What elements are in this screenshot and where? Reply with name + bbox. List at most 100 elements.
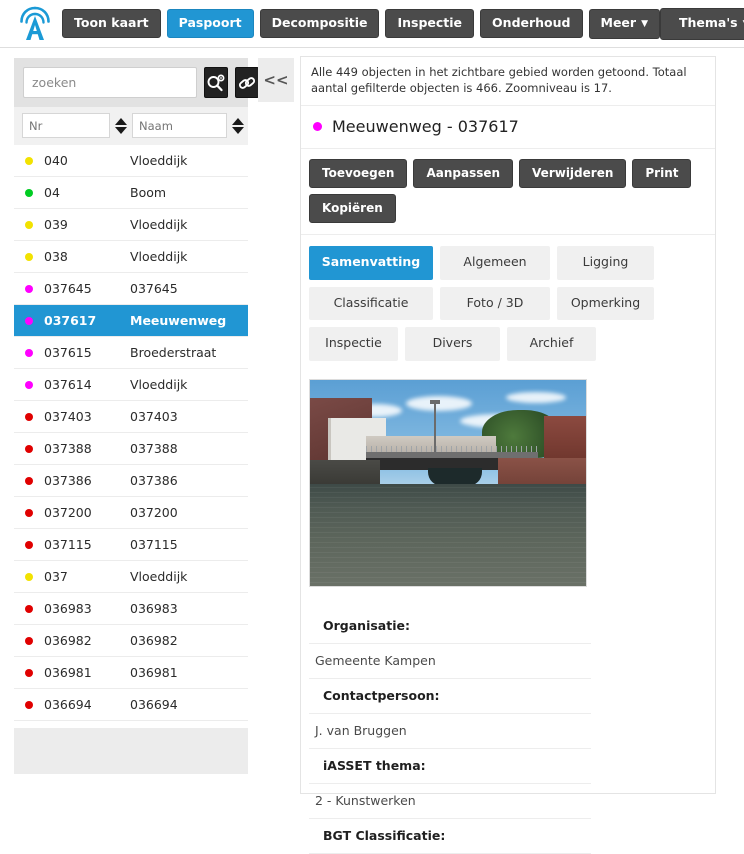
list-item[interactable]: 037115 037115 xyxy=(14,529,248,561)
status-dot xyxy=(25,316,33,325)
detail-tab-bar: Samenvatting Algemeen Ligging Classificatie… xyxy=(301,235,709,361)
list-item[interactable]: 039 Vloeddijk xyxy=(14,209,248,241)
status-dot xyxy=(25,444,33,453)
list-item-nr: 036981 xyxy=(44,665,92,680)
tab-opmerking[interactable]: Opmerking xyxy=(557,286,654,321)
list-item-nr: 037200 xyxy=(44,505,92,520)
list-item[interactable]: 036982 036982 xyxy=(14,625,248,657)
list-item-nr: 037 xyxy=(44,569,68,584)
list-item-nr: 040 xyxy=(44,153,68,168)
sort-descending-icon xyxy=(232,126,244,134)
list-item-nr: 036982 xyxy=(44,633,92,648)
tab-inspectie[interactable]: Inspectie xyxy=(309,327,398,361)
tab-archief[interactable]: Archief xyxy=(507,327,596,361)
search-input[interactable] xyxy=(23,67,197,98)
list-item[interactable]: 037 Vloeddijk xyxy=(14,561,248,593)
list-item-naam: Vloeddijk xyxy=(130,249,188,264)
tab-samenvatting[interactable]: Samenvatting xyxy=(309,246,433,280)
list-item[interactable]: 037200 037200 xyxy=(14,497,248,529)
list-item-naam: Vloeddijk xyxy=(130,377,188,392)
nav-label: Paspoort xyxy=(178,14,242,30)
object-photo-canal-bridge[interactable] xyxy=(309,378,587,587)
action-button-toevoegen[interactable]: Toevoegen xyxy=(309,159,408,189)
list-item-nr: 037615 xyxy=(44,345,92,360)
nav-button-onderhoud[interactable]: Onderhoud xyxy=(480,8,583,39)
object-list[interactable]: 040 Vloeddijk 04 Boom 039 Vloeddijk 038 Vloeddi… xyxy=(14,145,248,721)
sort-naam-control[interactable] xyxy=(232,117,244,134)
field-label: BGT Classificatie: xyxy=(309,819,591,854)
list-item[interactable]: 037388 037388 xyxy=(14,433,248,465)
list-item-naam: Broederstraat xyxy=(130,345,217,360)
filter-nr-input[interactable] xyxy=(22,113,110,138)
lamp-post-shape xyxy=(434,401,436,454)
list-item-nr: 039 xyxy=(44,217,68,232)
list-item-nr: 037645 xyxy=(44,281,92,296)
photo-container xyxy=(301,361,715,587)
field-label: iASSET thema: xyxy=(309,749,591,784)
list-item[interactable]: 037617 Meeuwenweg xyxy=(14,305,248,337)
nav-button-meer[interactable]: Meer ▼ xyxy=(588,8,660,39)
object-status-dot xyxy=(313,122,322,132)
list-item-naam: 037115 xyxy=(130,537,178,552)
list-item[interactable]: 037615 Broederstraat xyxy=(14,337,248,369)
action-button-kopi-ren[interactable]: Kopiëren xyxy=(309,194,396,224)
status-dot xyxy=(25,508,33,517)
list-item-naam: 036982 xyxy=(130,633,178,648)
themas-button[interactable]: Thema's ▼ xyxy=(659,7,744,40)
list-item-nr: 036983 xyxy=(44,601,92,616)
list-item-nr: 037388 xyxy=(44,441,92,456)
list-item-nr: 036694 xyxy=(44,697,92,712)
list-item-naam: 037388 xyxy=(130,441,178,456)
themas-label: Thema's xyxy=(678,14,738,30)
object-list-panel: 040 Vloeddijk 04 Boom 039 Vloeddijk 038 Vloeddi… xyxy=(0,48,262,800)
tab-foto-3d[interactable]: Foto / 3D xyxy=(440,286,550,321)
tab-classificatie[interactable]: Classificatie xyxy=(309,286,433,321)
water-ripples-shape xyxy=(310,483,586,586)
action-button-print[interactable]: Print xyxy=(632,159,692,189)
status-dot xyxy=(25,700,33,709)
nav-button-toon-kaart[interactable]: Toon kaart xyxy=(62,8,161,39)
sort-nr-control[interactable] xyxy=(115,117,127,134)
status-dot xyxy=(25,156,33,165)
status-dot xyxy=(25,476,33,485)
iasset-logo-icon xyxy=(12,4,58,44)
list-item-nr: 037386 xyxy=(44,473,92,488)
nav-button-paspoort[interactable]: Paspoort xyxy=(166,8,254,39)
list-item[interactable]: 040 Vloeddijk xyxy=(14,145,248,177)
list-item[interactable]: 04 Boom xyxy=(14,177,248,209)
tab-ligging[interactable]: Ligging xyxy=(557,246,654,280)
list-item-naam: 037386 xyxy=(130,473,178,488)
chain-link-icon[interactable] xyxy=(235,67,259,98)
status-dot xyxy=(25,220,33,229)
list-item[interactable]: 037386 037386 xyxy=(14,465,248,497)
nav-button-inspectie[interactable]: Inspectie xyxy=(385,8,475,39)
list-item-nr: 037403 xyxy=(44,409,92,424)
status-dot xyxy=(25,540,33,549)
collapse-panel-button[interactable]: << xyxy=(258,58,294,102)
detail-panel: Alle 449 objecten in het zichtbare gebie… xyxy=(300,56,716,854)
action-button-aanpassen[interactable]: Aanpassen xyxy=(413,159,514,189)
bridge-arch-shape xyxy=(428,467,482,486)
nav-button-decompositie[interactable]: Decompositie xyxy=(259,8,380,39)
list-item[interactable]: 036694 036694 xyxy=(14,689,248,721)
list-item[interactable]: 037403 037403 xyxy=(14,401,248,433)
list-item[interactable]: 037614 Vloeddijk xyxy=(14,369,248,401)
list-item[interactable]: 037645 037645 xyxy=(14,273,248,305)
search-settings-icon[interactable] xyxy=(204,67,228,98)
nav-label: Meer xyxy=(600,14,637,30)
list-item[interactable]: 038 Vloeddijk xyxy=(14,241,248,273)
cloud-shape xyxy=(506,391,566,403)
page-title: Meeuwenweg - 037617 xyxy=(332,117,519,137)
list-item[interactable]: 036981 036981 xyxy=(14,657,248,689)
list-item-nr: 037617 xyxy=(44,313,97,328)
water-shape xyxy=(310,483,586,586)
tab-divers[interactable]: Divers xyxy=(405,327,500,361)
list-item-naam: 037645 xyxy=(130,281,178,296)
action-button-verwijderen[interactable]: Verwijderen xyxy=(519,159,627,189)
filter-naam-input[interactable] xyxy=(132,113,227,138)
tab-algemeen[interactable]: Algemeen xyxy=(440,246,550,280)
list-item-naam: 037200 xyxy=(130,505,178,520)
status-dot xyxy=(25,412,33,421)
sort-filter-row xyxy=(14,107,248,145)
list-item[interactable]: 036983 036983 xyxy=(14,593,248,625)
